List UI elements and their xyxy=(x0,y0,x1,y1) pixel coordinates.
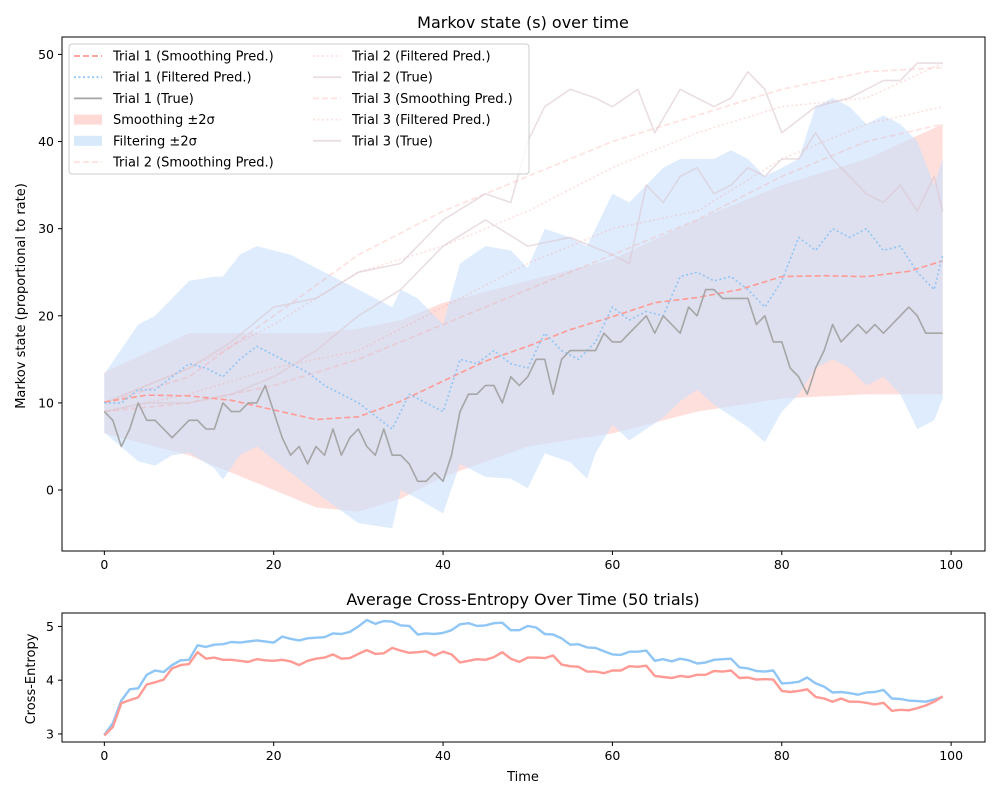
legend-label: Filtering ±2σ xyxy=(113,134,197,149)
cross-entropy-series-2 xyxy=(103,646,944,737)
top-plot-frame xyxy=(61,36,986,552)
series-trial-2-filtered-pred xyxy=(103,62,944,404)
x-tick-label: 80 xyxy=(774,748,790,763)
y-tick-label: 0 xyxy=(46,483,54,498)
y-tick-label: 3 xyxy=(46,726,54,741)
legend-item: Trial 1 (Filtered Pred.) xyxy=(74,71,252,86)
legend-label: Smoothing ±2σ xyxy=(113,113,215,128)
legend-label: Trial 3 (True) xyxy=(351,134,433,149)
x-tick-label: 60 xyxy=(604,557,620,572)
bottom-x-axis-label: Time xyxy=(506,770,539,785)
x-tick-label: 0 xyxy=(100,748,108,763)
legend-item: Trial 3 (Smoothing Pred.) xyxy=(313,92,513,107)
legend-label: Trial 1 (Filtered Pred.) xyxy=(112,71,252,86)
legend-label: Trial 2 (Smoothing Pred.) xyxy=(112,156,274,171)
y-tick-label: 20 xyxy=(38,308,54,323)
legend-item: Filtering ±2σ xyxy=(74,134,197,149)
x-tick-label: 100 xyxy=(939,748,963,763)
bottom-plot-frame xyxy=(61,612,986,743)
series-trial-2-true xyxy=(103,62,943,404)
y-tick-label: 4 xyxy=(46,673,54,688)
legend-item: Trial 3 (True) xyxy=(313,134,433,149)
x-tick-label: 40 xyxy=(435,748,451,763)
legend-item: Trial 3 (Filtered Pred.) xyxy=(313,113,491,128)
y-tick-label: 30 xyxy=(38,221,54,236)
legend-frame xyxy=(68,43,530,175)
series-trial-1-filtered-pred xyxy=(104,227,944,430)
bottom-axes: 0 20 40 60 80 100 3 4 5 xyxy=(46,619,963,763)
y-tick-label: 50 xyxy=(38,47,54,62)
bottom-chart-title: Average Cross-Entropy Over Time (50 tria… xyxy=(346,590,699,609)
legend-item: Trial 2 (Filtered Pred.) xyxy=(313,50,491,65)
top-axes: 0 20 40 60 80 100 0 10 20 30 40 50 xyxy=(38,47,963,572)
series-trial-2-smoothing-pred xyxy=(104,66,943,404)
x-tick-label: 40 xyxy=(435,557,451,572)
y-tick-label: 40 xyxy=(38,134,54,149)
top-chart: Markov state (s) over time Markov state … xyxy=(14,13,986,572)
legend-label: Trial 3 (Smoothing Pred.) xyxy=(351,92,513,107)
series-trial-3-smoothing-pred xyxy=(104,123,943,413)
legend-label: Trial 2 (Filtered Pred.) xyxy=(351,50,491,65)
legend-item: Trial 1 (True) xyxy=(74,92,194,107)
legend-label: Trial 1 (True) xyxy=(112,92,194,107)
band-filtering xyxy=(104,98,943,529)
x-tick-label: 100 xyxy=(939,557,963,572)
top-y-axis-label: Markov state (proportional to rate) xyxy=(14,183,29,409)
x-tick-label: 80 xyxy=(774,557,790,572)
series-trial-3-true xyxy=(104,132,944,413)
x-tick-label: 20 xyxy=(266,557,282,572)
bottom-chart: Average Cross-Entropy Over Time (50 tria… xyxy=(24,590,986,785)
x-tick-label: 20 xyxy=(266,748,282,763)
legend-item: Trial 1 (Smoothing Pred.) xyxy=(74,50,274,65)
legend-item: Trial 2 (Smoothing Pred.) xyxy=(74,156,274,171)
top-chart-title: Markov state (s) over time xyxy=(417,13,629,32)
legend-swatch xyxy=(74,114,102,125)
legend-swatch xyxy=(74,135,102,146)
series-trial-1-smoothing-pred xyxy=(104,260,943,421)
cross-entropy-series-1 xyxy=(103,618,944,736)
legend-label: Trial 2 (True) xyxy=(351,71,433,86)
series-lines xyxy=(103,62,944,483)
bottom-y-axis-label: Cross-Entropy xyxy=(24,633,39,724)
series-trial-1-true xyxy=(103,288,943,483)
legend-item: Smoothing ±2σ xyxy=(74,113,215,128)
y-tick-label: 5 xyxy=(46,619,54,634)
legend-label: Trial 3 (Filtered Pred.) xyxy=(351,113,491,128)
y-tick-label: 10 xyxy=(38,395,54,410)
legend: Trial 1 (Smoothing Pred.) Trial 1 (Filter… xyxy=(68,43,530,175)
x-tick-label: 0 xyxy=(100,557,108,572)
x-tick-label: 60 xyxy=(604,748,620,763)
legend-label: Trial 1 (Smoothing Pred.) xyxy=(112,50,274,65)
cross-entropy-lines xyxy=(103,618,944,737)
series-trial-3-filtered-pred xyxy=(104,105,943,413)
legend-item: Trial 2 (True) xyxy=(313,71,433,86)
confidence-bands xyxy=(104,98,943,529)
